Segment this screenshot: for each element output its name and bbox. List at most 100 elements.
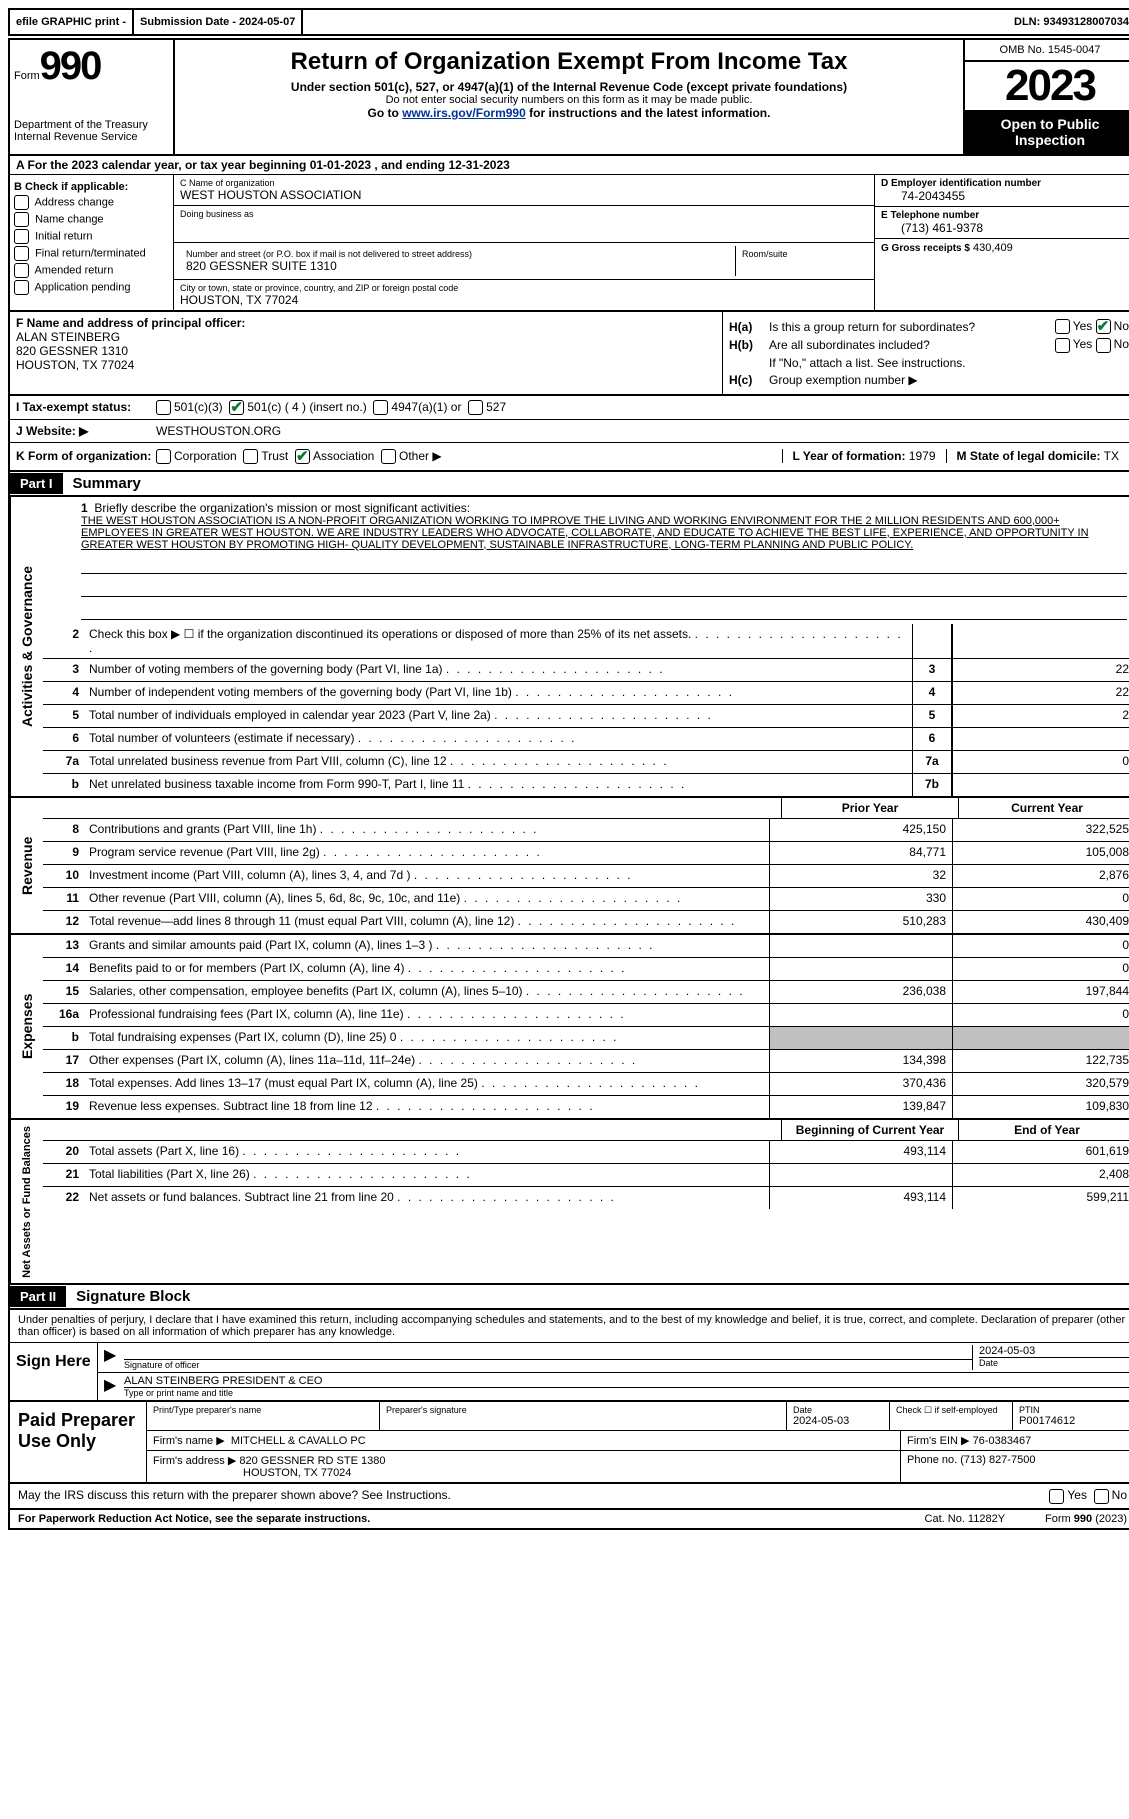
cb-527[interactable] [468,400,483,415]
state-domicile: TX [1104,449,1119,463]
line-15: 15Salaries, other compensation, employee… [43,981,1129,1004]
ein: 74-2043455 [881,189,1129,203]
mission: 1 Briefly describe the organization's mi… [43,497,1129,624]
line-21: 21Total liabilities (Part X, line 26) 2,… [43,1164,1129,1187]
sign-here-label: Sign Here [10,1343,98,1400]
cat-no: Cat. No. 11282Y [925,1513,1006,1525]
col-d: D Employer identification number 74-2043… [875,175,1129,310]
cb-hb-yes[interactable] [1055,338,1070,353]
cb-final-return[interactable] [14,246,29,261]
footer-discuss: May the IRS discuss this return with the… [8,1484,1129,1508]
cb-discuss-no[interactable] [1094,1489,1109,1504]
efile-label: efile GRAPHIC print - [10,10,134,34]
cb-ha-yes[interactable] [1055,319,1070,334]
header-right: OMB No. 1545-0047 2023 Open to Public In… [965,40,1129,154]
cb-other[interactable] [381,449,396,464]
line-22: 22Net assets or fund balances. Subtract … [43,1187,1129,1209]
line-14: 14Benefits paid to or for members (Part … [43,958,1129,981]
row-i: I Tax-exempt status: 501(c)(3) 501(c) ( … [10,396,1129,420]
firm-name: MITCHELL & CAVALLO PC [231,1435,366,1447]
col-h: H(a) Is this a group return for subordin… [723,312,1129,394]
line-16a: 16aProfessional fundraising fees (Part I… [43,1004,1129,1027]
net-assets-section: Net Assets or Fund Balances Beginning of… [8,1120,1129,1286]
officer-name: ALAN STEINBERG [16,330,716,344]
row-j: J Website: ▶ WESTHOUSTON.ORG [10,420,1129,443]
topbar: efile GRAPHIC print - Submission Date - … [8,8,1129,36]
col-b: B Check if applicable: Address change Na… [10,175,174,310]
cb-ha-no[interactable] [1096,319,1111,334]
line-18: 18Total expenses. Add lines 13–17 (must … [43,1073,1129,1096]
form-title: Return of Organization Exempt From Incom… [179,48,959,76]
line-20: 20Total assets (Part X, line 16) 493,114… [43,1141,1129,1164]
footer: For Paperwork Reduction Act Notice, see … [8,1509,1129,1530]
rows-ijk: I Tax-exempt status: 501(c)(3) 501(c) ( … [8,396,1129,472]
activities-governance: Activities & Governance 1 Briefly descri… [8,497,1129,798]
cb-amended[interactable] [14,263,29,278]
line-8: 8Contributions and grants (Part VIII, li… [43,819,1129,842]
revenue-section: Revenue Prior Year Current Year 8Contrib… [8,798,1129,935]
cb-discuss-yes[interactable] [1049,1489,1064,1504]
expenses-section: Expenses 13Grants and similar amounts pa… [8,935,1129,1120]
cb-501c3[interactable] [156,400,171,415]
line-3: 3Number of voting members of the governi… [43,659,1129,682]
signature-block: Under penalties of perjury, I declare th… [8,1310,1129,1402]
line-11: 11Other revenue (Part VIII, column (A), … [43,888,1129,911]
line-6: 6Total number of volunteers (estimate if… [43,728,1129,751]
preparer-block: Paid Preparer Use Only Print/Type prepar… [8,1402,1129,1484]
cb-address-change[interactable] [14,195,29,210]
header-left: Form990 Department of the Treasury Inter… [10,40,175,154]
firm-ein: 76-0383467 [973,1435,1032,1447]
phone: (713) 461-9378 [881,221,1129,235]
cb-trust[interactable] [243,449,258,464]
cb-501c[interactable] [229,400,244,415]
header-mid: Return of Organization Exempt From Incom… [175,40,965,154]
website: WESTHOUSTON.ORG [156,424,281,438]
rev-header: Prior Year Current Year [43,798,1129,819]
street-address: 820 GESSNER SUITE 1310 [186,259,729,273]
cb-corp[interactable] [156,449,171,464]
org-name: WEST HOUSTON ASSOCIATION [180,188,868,202]
city-state-zip: HOUSTON, TX 77024 [180,293,868,307]
col-f: F Name and address of principal officer:… [10,312,723,394]
arrow-icon: ▶ [104,1345,124,1370]
cb-app-pending[interactable] [14,280,29,295]
form-header: Form990 Department of the Treasury Inter… [8,38,1129,156]
section-fh: F Name and address of principal officer:… [8,312,1129,396]
year-formation: 1979 [909,449,936,463]
cb-initial-return[interactable] [14,229,29,244]
sig-date: 2024-05-03 [979,1345,1129,1358]
dln: DLN: 93493128007034 [1008,10,1129,34]
tax-year: 2023 [965,62,1129,110]
omb-number: OMB No. 1545-0047 [965,40,1129,62]
prep-phone: (713) 827-7500 [960,1454,1035,1466]
cb-name-change[interactable] [14,212,29,227]
line-19: 19Revenue less expenses. Subtract line 1… [43,1096,1129,1118]
row-k: K Form of organization: Corporation Trus… [10,443,1129,470]
ptin: P00174612 [1019,1415,1129,1427]
submission-date: Submission Date - 2024-05-07 [134,10,303,34]
prep-date: 2024-05-03 [793,1415,883,1427]
line-b: bTotal fundraising expenses (Part IX, co… [43,1027,1129,1050]
line-13: 13Grants and similar amounts paid (Part … [43,935,1129,958]
line-12: 12Total revenue—add lines 8 through 11 (… [43,911,1129,933]
na-header: Beginning of Current Year End of Year [43,1120,1129,1141]
line-10: 10Investment income (Part VIII, column (… [43,865,1129,888]
line-9: 9Program service revenue (Part VIII, lin… [43,842,1129,865]
part2-header: Part II Signature Block [8,1285,1129,1310]
line-5: 5Total number of individuals employed in… [43,705,1129,728]
arrow-icon: ▶ [104,1375,124,1398]
cb-hb-no[interactable] [1096,338,1111,353]
part1-header: Part I Summary [8,472,1129,497]
col-c: C Name of organization WEST HOUSTON ASSO… [174,175,875,310]
line-4: 4Number of independent voting members of… [43,682,1129,705]
line-7a: 7aTotal unrelated business revenue from … [43,751,1129,774]
irs-link[interactable]: www.irs.gov/Form990 [402,106,526,120]
line-2: 2Check this box ▶ ☐ if the organization … [43,624,1129,659]
dept-label: Department of the Treasury Internal Reve… [14,119,169,143]
cb-assoc[interactable] [295,449,310,464]
row-a: A For the 2023 calendar year, or tax yea… [8,156,1129,175]
line-b: bNet unrelated business taxable income f… [43,774,1129,796]
section-bcd: B Check if applicable: Address change Na… [8,175,1129,312]
line-17: 17Other expenses (Part IX, column (A), l… [43,1050,1129,1073]
cb-4947[interactable] [373,400,388,415]
